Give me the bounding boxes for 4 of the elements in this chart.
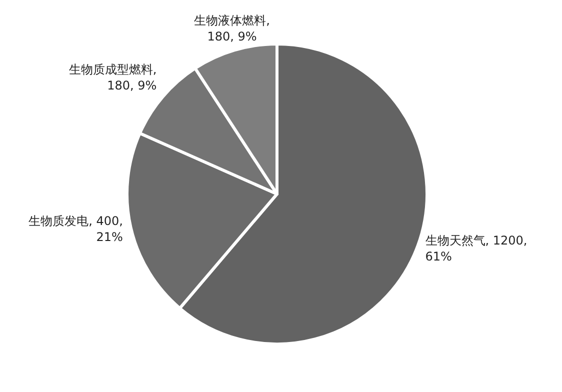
slice-label: 生物天然气, 1200, 61% (425, 234, 528, 264)
slice-label: 生物质成型燃料, 180, 9% (68, 62, 157, 93)
slice-label: 生物液体燃料, 180, 9% (194, 14, 270, 44)
slice-label: 生物质发电, 400, 21% (28, 214, 123, 244)
